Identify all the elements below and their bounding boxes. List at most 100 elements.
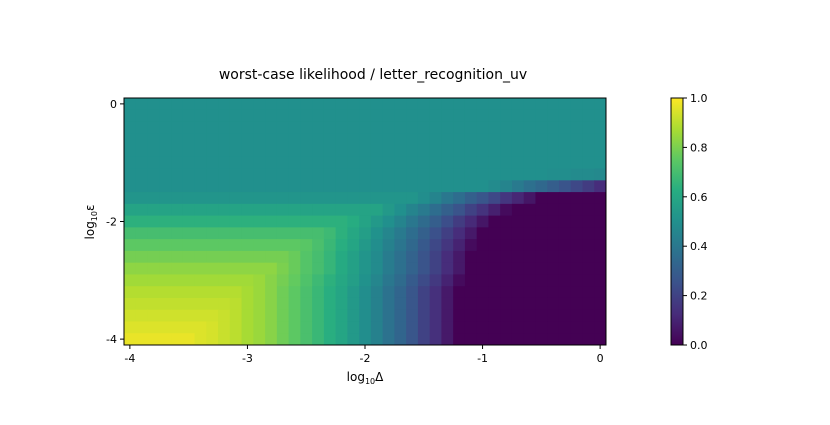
heatmap-cell [265, 133, 278, 146]
heatmap-cell [359, 215, 372, 228]
heatmap-cell [453, 109, 466, 123]
heatmap-cell [182, 109, 196, 123]
heatmap-cell [124, 297, 137, 311]
heatmap-cell [359, 286, 372, 299]
heatmap-cell [335, 239, 348, 252]
heatmap-cell [429, 239, 442, 252]
heatmap-cell [547, 145, 560, 158]
heatmap-cell [347, 133, 360, 146]
heatmap-cell [453, 156, 466, 170]
heatmap-cell [547, 203, 560, 217]
heatmap-cell [312, 145, 325, 158]
heatmap-cell [547, 133, 560, 146]
heatmap-cell [171, 274, 184, 287]
heatmap-cell [394, 156, 407, 170]
heatmap-cell [429, 227, 442, 240]
heatmap-cell [147, 145, 160, 158]
heatmap-cell [476, 239, 489, 252]
heatmap-cell [523, 321, 536, 334]
heatmap-cell [488, 203, 501, 217]
heatmap-cell [323, 333, 337, 346]
heatmap-cell [276, 133, 290, 146]
heatmap-cell [241, 333, 254, 346]
heatmap-cell [394, 145, 407, 158]
heatmap-cell [582, 333, 595, 346]
heatmap-cell [229, 227, 243, 240]
heatmap-cell [523, 156, 536, 170]
heatmap-cell [441, 121, 454, 134]
heatmap-cell [206, 215, 219, 228]
heatmap-cell [194, 309, 207, 322]
heatmap-cell [464, 156, 478, 170]
heatmap-cell [476, 98, 489, 111]
heatmap-cell [441, 180, 454, 193]
heatmap-cell [159, 215, 172, 228]
heatmap-cell [159, 297, 172, 311]
heatmap-cell [288, 321, 301, 334]
heatmap-cell [547, 156, 560, 170]
heatmap-cell [171, 156, 184, 170]
heatmap-cell [500, 297, 513, 311]
heatmap-cell [488, 98, 501, 111]
heatmap-cell [241, 180, 254, 193]
heatmap-cell [547, 192, 560, 205]
heatmap-cell [535, 227, 548, 240]
heatmap-cell [382, 180, 395, 193]
heatmap-cell [547, 109, 560, 123]
heatmap-cell [124, 98, 137, 111]
heatmap-cell [570, 321, 583, 334]
heatmap-cell [124, 321, 137, 334]
heatmap-cell [312, 309, 325, 322]
heatmap-cell [370, 215, 384, 228]
heatmap-cell [453, 274, 466, 287]
x-axis-label: log10Δ [347, 370, 384, 386]
heatmap-cell [488, 156, 501, 170]
heatmap-cell [500, 168, 513, 181]
heatmap-cell [300, 239, 313, 252]
heatmap-cell [429, 98, 442, 111]
heatmap-cell [406, 297, 419, 311]
heatmap-cell [300, 274, 313, 287]
heatmap-cell [312, 262, 325, 275]
heatmap-cell [159, 133, 172, 146]
heatmap-cell [476, 145, 489, 158]
heatmap-cell [194, 239, 207, 252]
heatmap-cell [359, 145, 372, 158]
heatmap-cell [488, 321, 501, 334]
heatmap-cell [241, 168, 254, 181]
heatmap-cell [135, 98, 149, 111]
heatmap-cell [359, 309, 372, 322]
heatmap-cell [159, 227, 172, 240]
heatmap-cell [135, 274, 149, 287]
heatmap-cell [570, 239, 583, 252]
heatmap-cell [218, 274, 231, 287]
heatmap-cell [511, 180, 525, 193]
heatmap-cell [511, 250, 525, 264]
heatmap-cell [429, 321, 442, 334]
heatmap-cell [453, 215, 466, 228]
heatmap-cell [594, 98, 607, 111]
heatmap-cell [406, 274, 419, 287]
heatmap-cell [535, 180, 548, 193]
heatmap-cell [500, 203, 513, 217]
heatmap-cell [476, 109, 489, 123]
heatmap-cell [453, 286, 466, 299]
heatmap-cell [417, 180, 431, 193]
heatmap-cell [323, 168, 337, 181]
heatmap-cell [288, 262, 301, 275]
heatmap-cell [218, 145, 231, 158]
heatmap-cell [218, 286, 231, 299]
heatmap-cell [147, 333, 160, 346]
heatmap-cell [535, 192, 548, 205]
heatmap-cell [241, 250, 254, 264]
heatmap-cell [135, 297, 149, 311]
heatmap-cell [370, 203, 384, 217]
heatmap-cell [135, 286, 149, 299]
x-tick-label: -1 [477, 352, 488, 365]
heatmap-cell [535, 262, 548, 275]
heatmap-cell [488, 262, 501, 275]
heatmap-cell [382, 250, 395, 264]
heatmap-cell [406, 133, 419, 146]
heatmap-cell [312, 121, 325, 134]
heatmap-cell [147, 297, 160, 311]
